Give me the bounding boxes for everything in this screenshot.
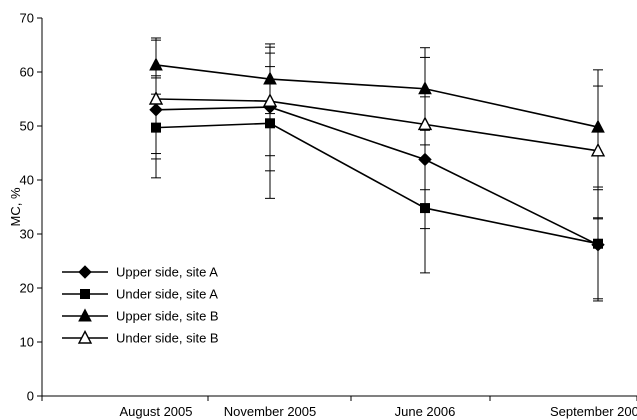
axes: 0 10 20 30 40 50 60 70 August 2005 November 2005 J… bbox=[20, 11, 637, 419]
legend-item: Upper side, site A bbox=[62, 265, 218, 280]
y-tick-label: 10 bbox=[20, 335, 34, 350]
x-tick-label: November 2005 bbox=[224, 404, 317, 419]
data-point bbox=[262, 93, 278, 107]
x-tick-label: August 2005 bbox=[119, 404, 192, 419]
data-point bbox=[418, 81, 432, 95]
legend-label: Upper side, site B bbox=[116, 309, 219, 324]
data-point bbox=[420, 203, 430, 214]
legend-item: Under side, site A bbox=[62, 287, 218, 302]
data-point bbox=[149, 57, 163, 71]
series-line bbox=[155, 122, 599, 245]
series-line bbox=[155, 98, 599, 152]
legend-marker bbox=[80, 289, 90, 299]
legend-label: Upper side, site A bbox=[116, 265, 218, 280]
legend-label: Under side, site A bbox=[116, 287, 218, 302]
data-point bbox=[417, 116, 433, 131]
y-axis-title: MC, % bbox=[8, 187, 23, 226]
data-point bbox=[590, 142, 606, 157]
x-tick-label: June 2006 bbox=[395, 404, 456, 419]
data-point bbox=[265, 118, 275, 129]
legend-item: Under side, site B bbox=[62, 329, 219, 346]
legend-marker bbox=[78, 308, 92, 322]
y-tick-label: 60 bbox=[20, 65, 34, 80]
data-point bbox=[151, 122, 161, 133]
x-tick-label: September 2006 bbox=[550, 404, 637, 419]
data-point bbox=[591, 119, 605, 133]
y-tick-label: 70 bbox=[20, 11, 34, 26]
y-tick-label: 30 bbox=[20, 227, 34, 242]
data-point bbox=[149, 103, 163, 117]
y-tick-label: 0 bbox=[27, 389, 34, 404]
data-point bbox=[148, 90, 164, 105]
y-tick-label: 20 bbox=[20, 281, 34, 296]
data-point bbox=[263, 71, 277, 85]
series-line bbox=[155, 106, 599, 246]
legend-marker bbox=[78, 265, 92, 279]
error-bars bbox=[151, 37, 603, 302]
legend: Upper side, site A Under side, site A Uppe… bbox=[62, 265, 219, 346]
data-point bbox=[418, 152, 432, 167]
legend-item: Upper side, site B bbox=[62, 308, 219, 324]
legend-label: Under side, site B bbox=[116, 331, 219, 346]
data-point bbox=[593, 238, 603, 249]
y-tick-label: 50 bbox=[20, 119, 34, 134]
series-line bbox=[155, 64, 599, 128]
y-tick-label: 40 bbox=[20, 173, 34, 188]
series-markers bbox=[148, 57, 606, 252]
legend-marker bbox=[77, 329, 93, 344]
series-lines bbox=[155, 64, 599, 246]
